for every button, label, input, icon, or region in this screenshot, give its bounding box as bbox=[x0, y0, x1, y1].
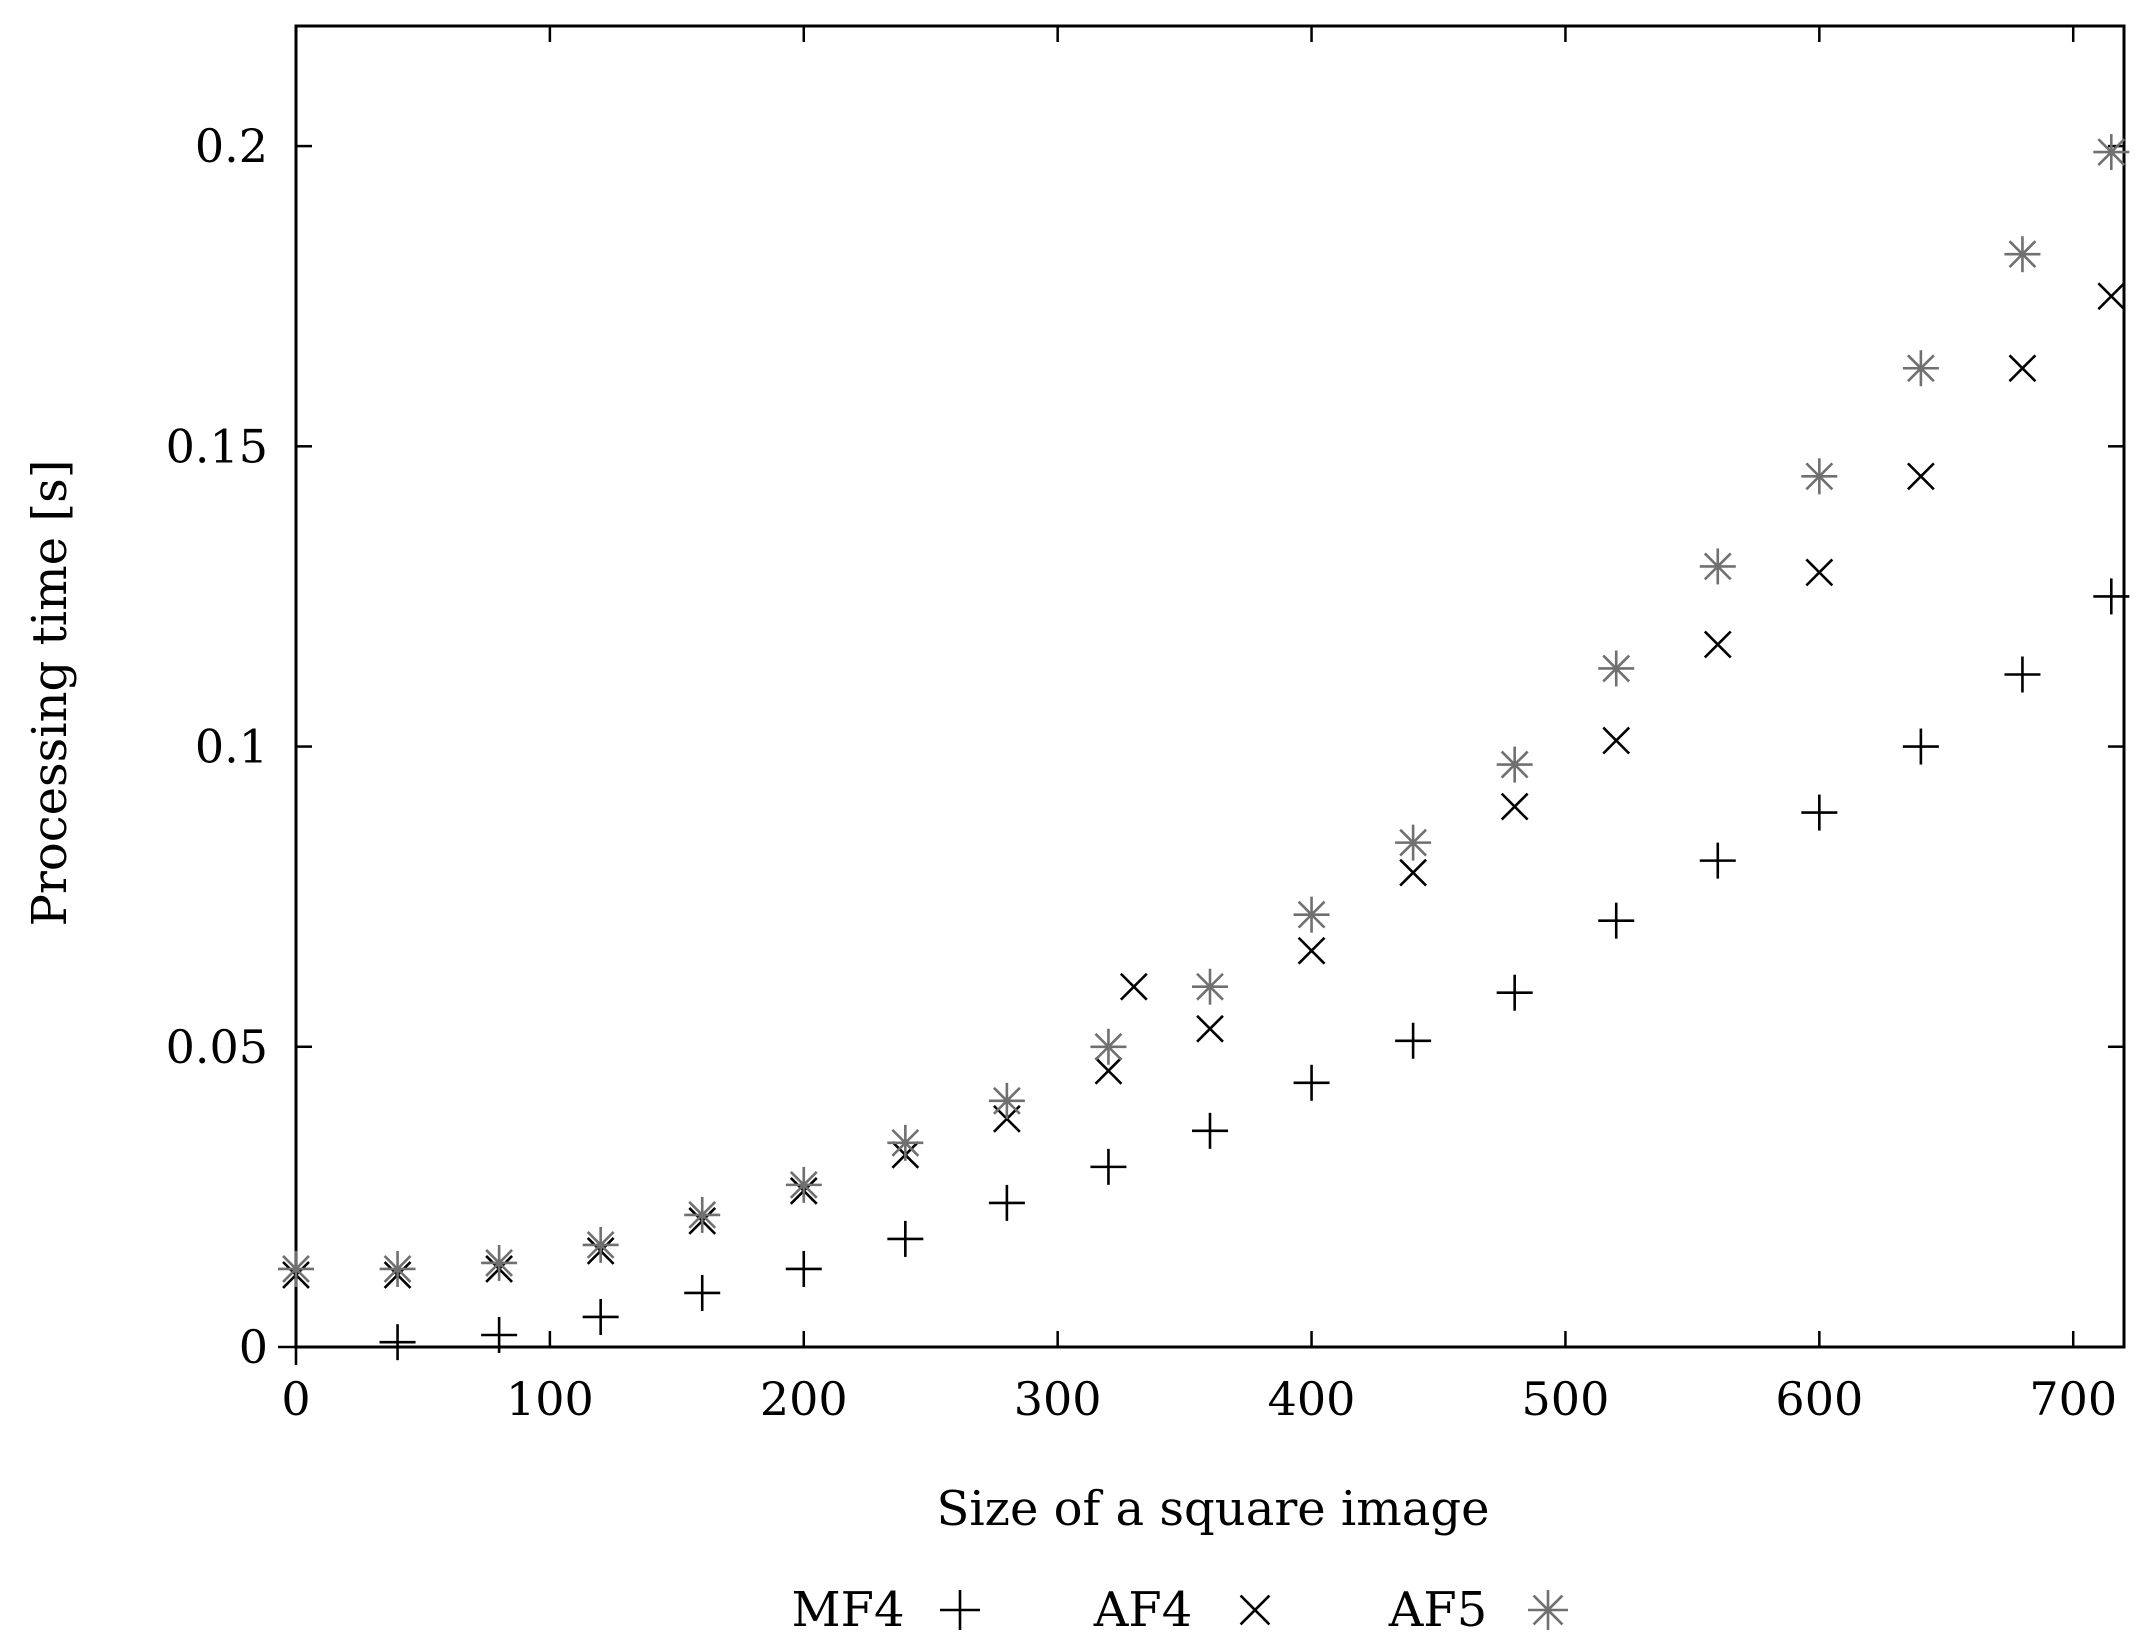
data-point bbox=[1196, 1014, 1224, 1043]
y-tick-label: 0 bbox=[239, 1320, 268, 1374]
y-tick-label: 0.1 bbox=[195, 720, 268, 774]
data-point bbox=[1192, 968, 1228, 1005]
data-point bbox=[2097, 282, 2126, 311]
plot-frame-group bbox=[294, 24, 2126, 1349]
x-tick-label: 400 bbox=[1268, 1372, 1356, 1426]
data-point bbox=[1902, 350, 1939, 387]
data-point bbox=[379, 1324, 416, 1361]
data-point bbox=[1598, 902, 1635, 939]
data-point bbox=[1399, 858, 1427, 887]
y-ticks: 0 0.05 0.1 0.15 0.2 bbox=[166, 119, 2124, 1374]
data-point bbox=[988, 1082, 1025, 1119]
data-point bbox=[1907, 462, 1935, 491]
data-point bbox=[1801, 458, 1838, 495]
data-point bbox=[988, 1184, 1025, 1221]
data-point bbox=[1496, 746, 1533, 783]
data-point bbox=[1902, 728, 1939, 765]
y-tick-label: 0.15 bbox=[166, 419, 268, 473]
data-point bbox=[887, 1124, 924, 1161]
x-tick-label: 600 bbox=[1775, 1372, 1863, 1426]
data-point bbox=[1805, 558, 1834, 587]
x-tick-label: 200 bbox=[760, 1372, 848, 1426]
data-point bbox=[1699, 548, 1736, 585]
data-point bbox=[785, 1166, 822, 1203]
x-tick-label: 300 bbox=[1014, 1372, 1102, 1426]
data-point bbox=[1395, 1022, 1432, 1059]
data-point bbox=[1094, 1056, 1123, 1085]
data-point bbox=[785, 1250, 822, 1287]
legend-label-af4: AF4 bbox=[1093, 1582, 1193, 1638]
data-point bbox=[1297, 936, 1326, 965]
y-axis-title: Processing time [s] bbox=[22, 460, 78, 927]
data-point bbox=[582, 1298, 619, 1335]
data-point bbox=[2008, 354, 2037, 383]
series-marks bbox=[278, 134, 2130, 1365]
data-point bbox=[582, 1226, 619, 1263]
data-point bbox=[278, 1250, 314, 1287]
data-point bbox=[2004, 656, 2041, 693]
data-point bbox=[887, 1220, 924, 1257]
data-point bbox=[1293, 896, 1330, 933]
x-tick-label: 100 bbox=[506, 1372, 594, 1426]
data-point bbox=[379, 1250, 416, 1287]
data-point bbox=[684, 1274, 721, 1311]
data-point bbox=[2093, 134, 2130, 171]
data-point bbox=[1598, 650, 1635, 687]
x-tick-label: 500 bbox=[1522, 1372, 1610, 1426]
x-tick-label: 700 bbox=[2029, 1372, 2117, 1426]
data-point bbox=[1703, 630, 1732, 659]
data-point bbox=[2004, 236, 2041, 273]
data-point bbox=[278, 1329, 314, 1365]
data-point bbox=[1801, 794, 1838, 831]
data-point bbox=[481, 1316, 518, 1353]
data-point bbox=[1192, 1112, 1228, 1149]
plot-frame bbox=[294, 24, 2126, 1349]
legend: MF4 AF4 AF5 bbox=[792, 1582, 1568, 1638]
series-af4 bbox=[282, 282, 2126, 1289]
data-point bbox=[1293, 1064, 1330, 1101]
series-af5 bbox=[278, 134, 2130, 1287]
data-point bbox=[481, 1244, 518, 1281]
x-tick-label: 0 bbox=[281, 1372, 310, 1426]
legend-label-mf4: MF4 bbox=[792, 1582, 905, 1638]
legend-marker-af5 bbox=[1528, 1590, 1568, 1630]
legend-marker-af4 bbox=[1239, 1594, 1271, 1626]
y-tick-label: 0.2 bbox=[195, 119, 268, 173]
legend-marker-mf4 bbox=[940, 1590, 980, 1630]
series-mf4 bbox=[278, 578, 2130, 1365]
x-ticks: 0 100 200 300 400 500 600 700 bbox=[281, 26, 2117, 1426]
data-point bbox=[1119, 972, 1148, 1001]
x-axis-title: Size of a square image bbox=[936, 1481, 1489, 1537]
data-point bbox=[2093, 578, 2130, 615]
data-point bbox=[1699, 842, 1736, 879]
y-tick-label: 0.05 bbox=[166, 1020, 268, 1074]
data-point bbox=[1090, 1028, 1127, 1065]
data-point bbox=[1395, 824, 1432, 861]
legend-label-af5: AF5 bbox=[1388, 1582, 1488, 1638]
data-point bbox=[1602, 726, 1631, 755]
data-point bbox=[1090, 1148, 1127, 1185]
data-point bbox=[684, 1196, 721, 1233]
data-point bbox=[1500, 792, 1529, 821]
data-point bbox=[1496, 974, 1533, 1011]
